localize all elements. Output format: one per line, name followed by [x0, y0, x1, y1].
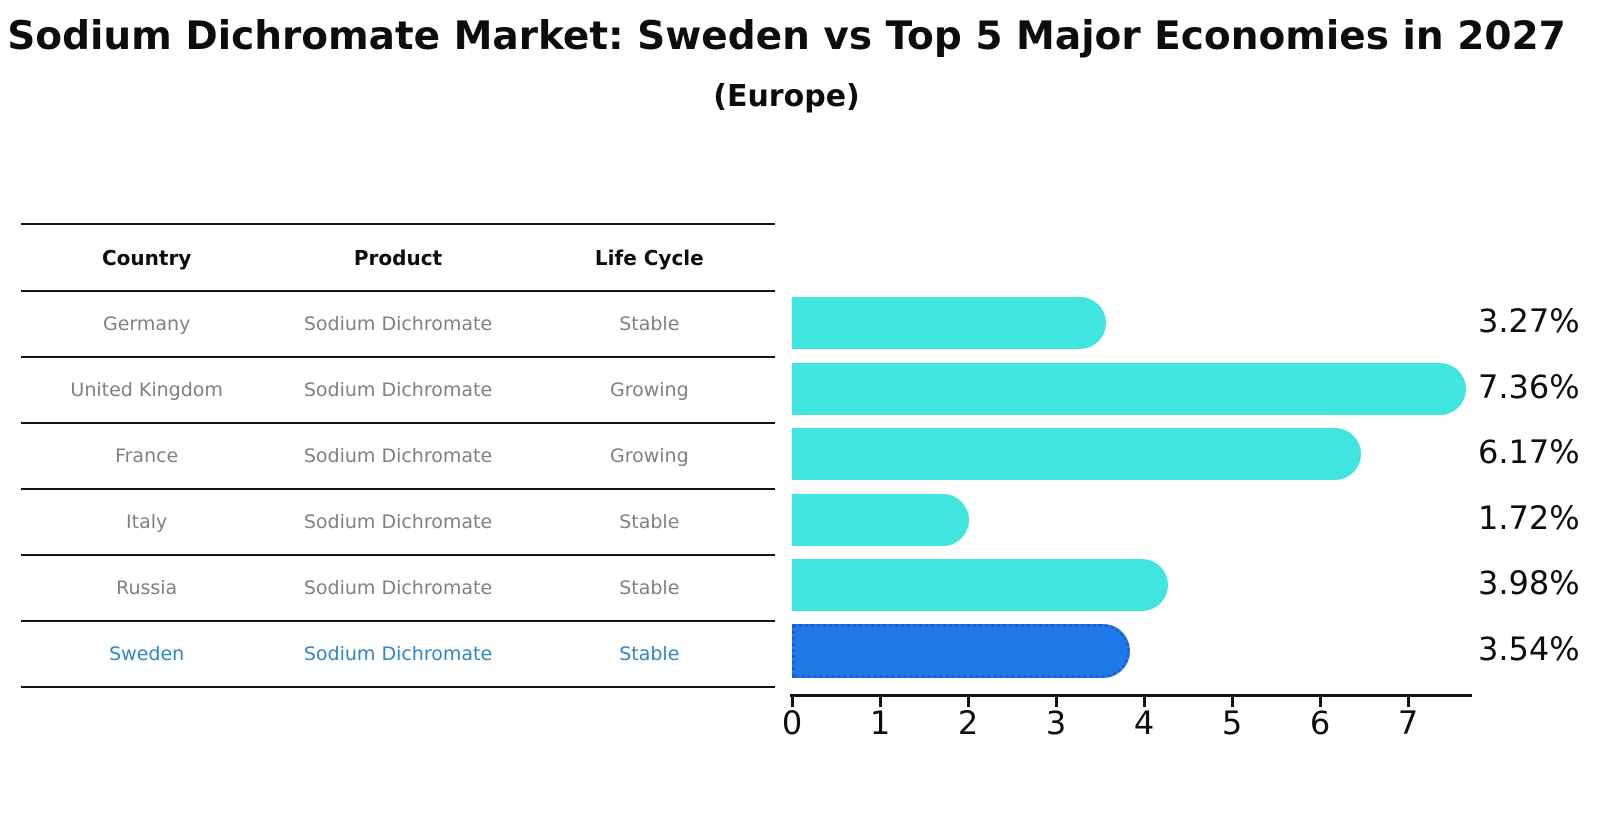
- x-axis-line: [790, 694, 1472, 697]
- x-tick-mark: [1319, 697, 1322, 707]
- country-table: Country Product Life Cycle Germany Sodium…: [21, 223, 775, 688]
- table-row-italy: Italy Sodium Dichromate Stable: [21, 490, 775, 556]
- x-tick-label: 5: [1221, 704, 1243, 742]
- x-tick-mark: [1231, 697, 1234, 707]
- cell-product: Sodium Dichromate: [303, 379, 493, 401]
- cell-country: United Kingdom: [70, 379, 223, 401]
- x-tick-mark: [1143, 697, 1146, 707]
- cell-country: France: [115, 445, 179, 467]
- bar-united-kingdom: [792, 363, 1466, 415]
- x-tick-mark: [967, 697, 970, 707]
- x-tick-mark: [1407, 697, 1410, 707]
- cell-life-cycle: Stable: [619, 511, 680, 533]
- x-tick-mark: [791, 697, 794, 707]
- bar-sweden: [792, 624, 1130, 678]
- value-label-sweden: 3.54%: [1478, 630, 1580, 668]
- header-product: Product: [353, 245, 443, 270]
- header-country: Country: [101, 245, 192, 270]
- bar-france: [792, 428, 1361, 480]
- cell-life-cycle: Stable: [619, 577, 680, 599]
- table-row-germany: Germany Sodium Dichromate Stable: [21, 292, 775, 358]
- header-life-cycle: Life Cycle: [594, 245, 704, 270]
- cell-product: Sodium Dichromate: [303, 511, 493, 533]
- chart-title: Sodium Dichromate Market: Sweden vs Top …: [7, 14, 1566, 59]
- table-row-sweden: Sweden Sodium Dichromate Stable: [21, 622, 775, 688]
- x-tick-mark: [1055, 697, 1058, 707]
- x-tick-mark: [879, 697, 882, 707]
- value-label-france: 6.17%: [1478, 433, 1580, 471]
- x-tick-label: 4: [1133, 704, 1155, 742]
- table-header-row: Country Product Life Cycle: [21, 225, 775, 292]
- table-row-france: France Sodium Dichromate Growing: [21, 424, 775, 490]
- cell-country: Russia: [116, 577, 178, 599]
- x-tick-label: 3: [1045, 704, 1067, 742]
- cell-life-cycle: Stable: [619, 643, 680, 665]
- bar-russia: [792, 559, 1168, 611]
- value-label-italy: 1.72%: [1478, 499, 1580, 537]
- cell-product: Sodium Dichromate: [303, 445, 493, 467]
- x-tick-label: 0: [781, 704, 803, 742]
- table-body: Germany Sodium Dichromate Stable United Kin…: [21, 292, 775, 688]
- cell-life-cycle: Stable: [619, 313, 680, 335]
- x-tick-label: 6: [1309, 704, 1331, 742]
- cell-country: Sweden: [109, 643, 185, 665]
- x-tick-label: 2: [957, 704, 979, 742]
- table-row-united-kingdom: United Kingdom Sodium Dichromate Growing: [21, 358, 775, 424]
- value-label-germany: 3.27%: [1478, 302, 1580, 340]
- cell-life-cycle: Growing: [609, 445, 689, 467]
- value-label-russia: 3.98%: [1478, 564, 1580, 602]
- bar-germany: [792, 297, 1106, 349]
- bar-italy: [792, 494, 969, 546]
- chart-subtitle: (Europe): [713, 79, 860, 114]
- x-tick-label: 1: [869, 704, 891, 742]
- cell-product: Sodium Dichromate: [303, 313, 493, 335]
- cell-country: Germany: [103, 313, 191, 335]
- cell-product: Sodium Dichromate: [303, 577, 493, 599]
- cell-life-cycle: Growing: [609, 379, 689, 401]
- x-tick-label: 7: [1397, 704, 1419, 742]
- cell-country: Italy: [126, 511, 168, 533]
- table-row-russia: Russia Sodium Dichromate Stable: [21, 556, 775, 622]
- cell-product: Sodium Dichromate: [303, 643, 493, 665]
- value-label-united-kingdom: 7.36%: [1478, 368, 1580, 406]
